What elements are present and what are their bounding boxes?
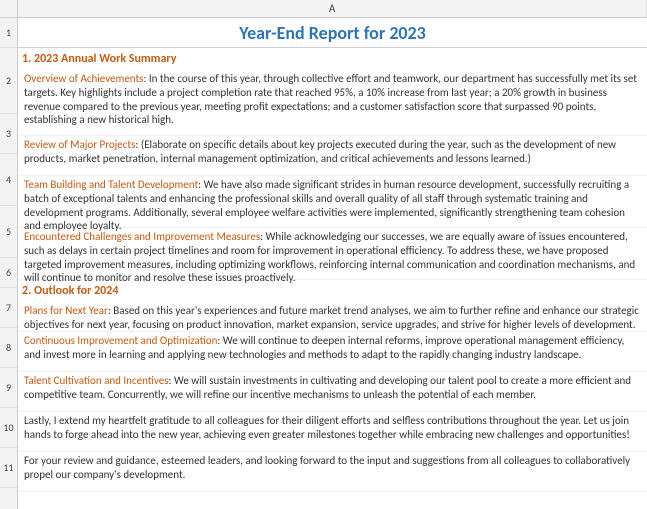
row-header-3[interactable]: 3 bbox=[0, 114, 17, 154]
paragraph-cell[interactable]: For your review and guidance, esteemed l… bbox=[18, 452, 647, 492]
paragraph-cell[interactable]: Encountered Challenges and Improvement M… bbox=[18, 228, 647, 280]
paragraph-label: Talent Cultivation and Incentives bbox=[24, 374, 169, 387]
paragraph-label: Plans for Next Year bbox=[24, 304, 108, 317]
row-header-6[interactable]: 6 bbox=[0, 258, 17, 288]
paragraph-label: Continuous Improvement and Optimization bbox=[24, 334, 217, 347]
row-header-4[interactable]: 4 bbox=[0, 154, 17, 206]
row-header-2[interactable]: 2 bbox=[0, 48, 17, 114]
paragraph-cell[interactable]: Continuous Improvement and Optimization:… bbox=[18, 332, 647, 372]
select-all-corner[interactable] bbox=[0, 0, 18, 18]
row-header-8[interactable]: 8 bbox=[0, 328, 17, 368]
row-headers: 1234567891011 bbox=[0, 18, 18, 509]
paragraph-cell[interactable]: Team Building and Talent Development: We… bbox=[18, 176, 647, 228]
paragraph-cell[interactable]: Talent Cultivation and Incentives: We wi… bbox=[18, 372, 647, 412]
paragraph-label: Team Building and Talent Development bbox=[24, 178, 198, 191]
section-heading[interactable]: 2. Outlook for 2024 bbox=[18, 280, 647, 302]
paragraph-cell[interactable]: Overview of Achievements: In the course … bbox=[18, 70, 647, 136]
row-header-7[interactable]: 7 bbox=[0, 288, 17, 328]
spreadsheet-view: A 1234567891011 Year-End Report for 2023… bbox=[0, 0, 647, 509]
paragraph-cell[interactable]: Lastly, I extend my heartfelt gratitude … bbox=[18, 412, 647, 452]
paragraph-text: For your review and guidance, esteemed l… bbox=[24, 454, 630, 481]
paragraph-text: : Based on this year's experiences and f… bbox=[24, 304, 639, 331]
paragraph-cell[interactable]: Review of Major Projects: (Elaborate on … bbox=[18, 136, 647, 176]
paragraph-text: Lastly, I extend my heartfelt gratitude … bbox=[24, 414, 630, 441]
column-headers: A bbox=[18, 0, 647, 18]
cell-area: Year-End Report for 20231. 2023 Annual W… bbox=[18, 18, 647, 509]
row-header-1[interactable]: 1 bbox=[0, 18, 17, 48]
row-header-10[interactable]: 10 bbox=[0, 408, 17, 448]
row-header-11[interactable]: 11 bbox=[0, 448, 17, 488]
paragraph-cell[interactable]: Plans for Next Year: Based on this year'… bbox=[18, 302, 647, 332]
section-heading[interactable]: 1. 2023 Annual Work Summary bbox=[18, 48, 647, 70]
paragraph-label: Overview of Achievements bbox=[24, 72, 143, 85]
row-header-5[interactable]: 5 bbox=[0, 206, 17, 258]
row-header-9[interactable]: 9 bbox=[0, 368, 17, 408]
paragraph-label: Encountered Challenges and Improvement M… bbox=[24, 230, 260, 243]
paragraph-label: Review of Major Projects bbox=[24, 138, 135, 151]
title-cell[interactable]: Year-End Report for 2023 bbox=[18, 18, 647, 48]
column-header-a[interactable]: A bbox=[18, 0, 647, 17]
